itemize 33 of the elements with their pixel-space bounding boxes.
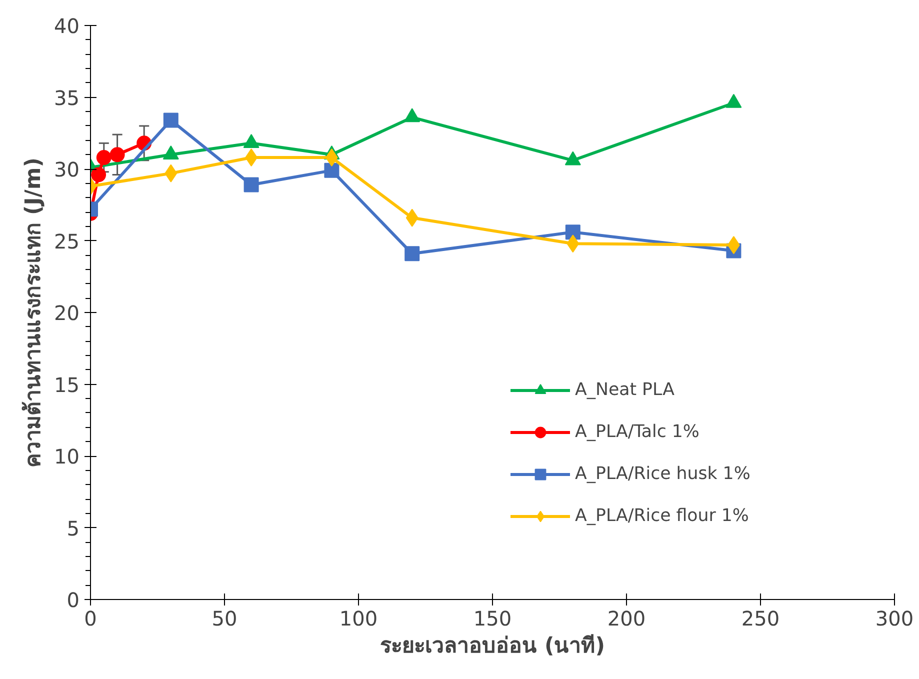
x-axis-title: ระยะเวลาอบอ่อน (นาที) — [380, 634, 605, 658]
y-tick-label: 10 — [54, 444, 80, 468]
x-tick-label: 0 — [84, 606, 97, 630]
x-tick-label: 250 — [741, 606, 780, 630]
point — [566, 234, 580, 253]
x-tick-label: 50 — [212, 606, 238, 630]
y-axis-title: ความต้านทานแรงกระแทก (J/m) — [21, 158, 46, 468]
point — [91, 167, 106, 182]
point — [96, 150, 112, 166]
point — [110, 147, 125, 162]
legend-label: A_PLA/Talc 1% — [575, 422, 700, 442]
point — [244, 177, 259, 192]
y-tick-label: 35 — [54, 86, 80, 110]
legend-label: A_Neat PLA — [575, 380, 674, 400]
y-tick-label: 5 — [66, 516, 80, 540]
point — [164, 164, 178, 182]
point — [406, 208, 418, 227]
y-tick-label: 40 — [54, 14, 80, 38]
point — [324, 162, 340, 178]
y-tick-label: 15 — [54, 372, 80, 397]
legend-label: A_PLA/Rice flour 1% — [575, 506, 749, 526]
y-tick-label: 30 — [54, 158, 80, 182]
y-tick-label: 20 — [54, 301, 80, 325]
x-tick-label: 200 — [607, 606, 646, 630]
x-tick-label: 100 — [339, 606, 378, 630]
y-tick-label: 0 — [66, 588, 80, 612]
y-tick-label: 25 — [54, 229, 80, 254]
x-tick-label: 150 — [473, 606, 512, 630]
point — [163, 112, 178, 128]
legend-label: A_PLA/Rice husk 1% — [575, 464, 750, 484]
point — [565, 224, 580, 240]
point — [404, 246, 420, 262]
x-tick-label: 300 — [875, 606, 914, 630]
